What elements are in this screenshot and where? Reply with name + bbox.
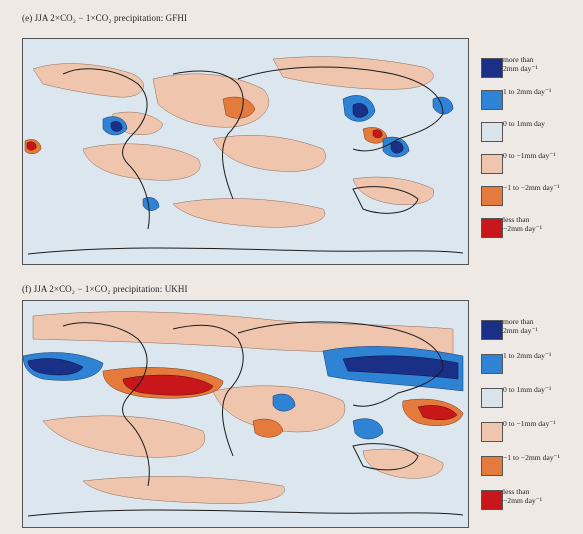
legend-swatch [481, 388, 503, 408]
panel-f: (f) JJA 2×CO₂ − 1×CO₂ precipitation: UKH… [0, 280, 583, 534]
legend-label: −1 to −2mm day⁻¹ [503, 453, 560, 462]
legend-item-f-4: −1 to −2mm day⁻¹ [481, 453, 583, 486]
legend-swatch [481, 354, 503, 374]
precip-map-ukhi [23, 301, 468, 527]
legend-swatch [481, 320, 503, 340]
legend-swatch [481, 218, 503, 238]
legend-item-e-1: 1 to 2mm day⁻¹ [481, 87, 583, 120]
legend-item-e-4: −1 to −2mm day⁻¹ [481, 183, 583, 216]
legend-item-f-1: 1 to 2mm day⁻¹ [481, 351, 583, 384]
panel-e: (e) JJA 2×CO₂ − 1×CO₂ precipitation: GFH… [0, 0, 583, 265]
legend-swatch [481, 58, 503, 78]
map-gfhi [22, 38, 469, 265]
legend-item-e-3: 0 to −1mm day⁻¹ [481, 151, 583, 184]
legend-label: less than −2mm day⁻¹ [503, 215, 543, 233]
legend-item-e-2: 0 to 1mm day [481, 119, 583, 152]
legend-item-e-0: more than 2mm day⁻¹ [481, 55, 583, 88]
legend-label: 0 to 1mm day⁻¹ [503, 385, 552, 394]
legend-swatch [481, 490, 503, 510]
legend-label: less than −2mm day⁻¹ [503, 487, 543, 505]
legend-item-f-5: less than −2mm day⁻¹ [481, 487, 583, 520]
legend-swatch [481, 456, 503, 476]
legend-item-f-3: 0 to −1mm day⁻¹ [481, 419, 583, 452]
legend-swatch [481, 186, 503, 206]
panel-f-title: (f) JJA 2×CO₂ − 1×CO₂ precipitation: UKH… [22, 284, 188, 294]
precip-map-gfhi [23, 39, 468, 264]
legend-swatch [481, 422, 503, 442]
legend-item-e-5: less than −2mm day⁻¹ [481, 215, 583, 248]
legend-label: more than 2mm day⁻¹ [503, 55, 538, 73]
legend-swatch [481, 154, 503, 174]
map-ukhi [22, 300, 469, 528]
legend-f: more than 2mm day⁻¹ 1 to 2mm day⁻¹ 0 to … [481, 317, 583, 520]
legend-item-f-0: more than 2mm day⁻¹ [481, 317, 583, 350]
legend-item-f-2: 0 to 1mm day⁻¹ [481, 385, 583, 418]
legend-swatch [481, 122, 503, 142]
legend-swatch [481, 90, 503, 110]
legend-label: 1 to 2mm day⁻¹ [503, 87, 552, 96]
legend-label: 0 to −1mm day⁻¹ [503, 151, 556, 160]
legend-label: 0 to −1mm day⁻¹ [503, 419, 556, 428]
panel-e-title: (e) JJA 2×CO₂ − 1×CO₂ precipitation: GFH… [22, 13, 188, 23]
legend-label: 1 to 2mm day⁻¹ [503, 351, 552, 360]
legend-label: −1 to −2mm day⁻¹ [503, 183, 560, 192]
legend-label: 0 to 1mm day [503, 119, 545, 128]
legend-label: more than 2mm day⁻¹ [503, 317, 538, 335]
legend-e: more than 2mm day⁻¹ 1 to 2mm day⁻¹ 0 to … [481, 55, 583, 248]
